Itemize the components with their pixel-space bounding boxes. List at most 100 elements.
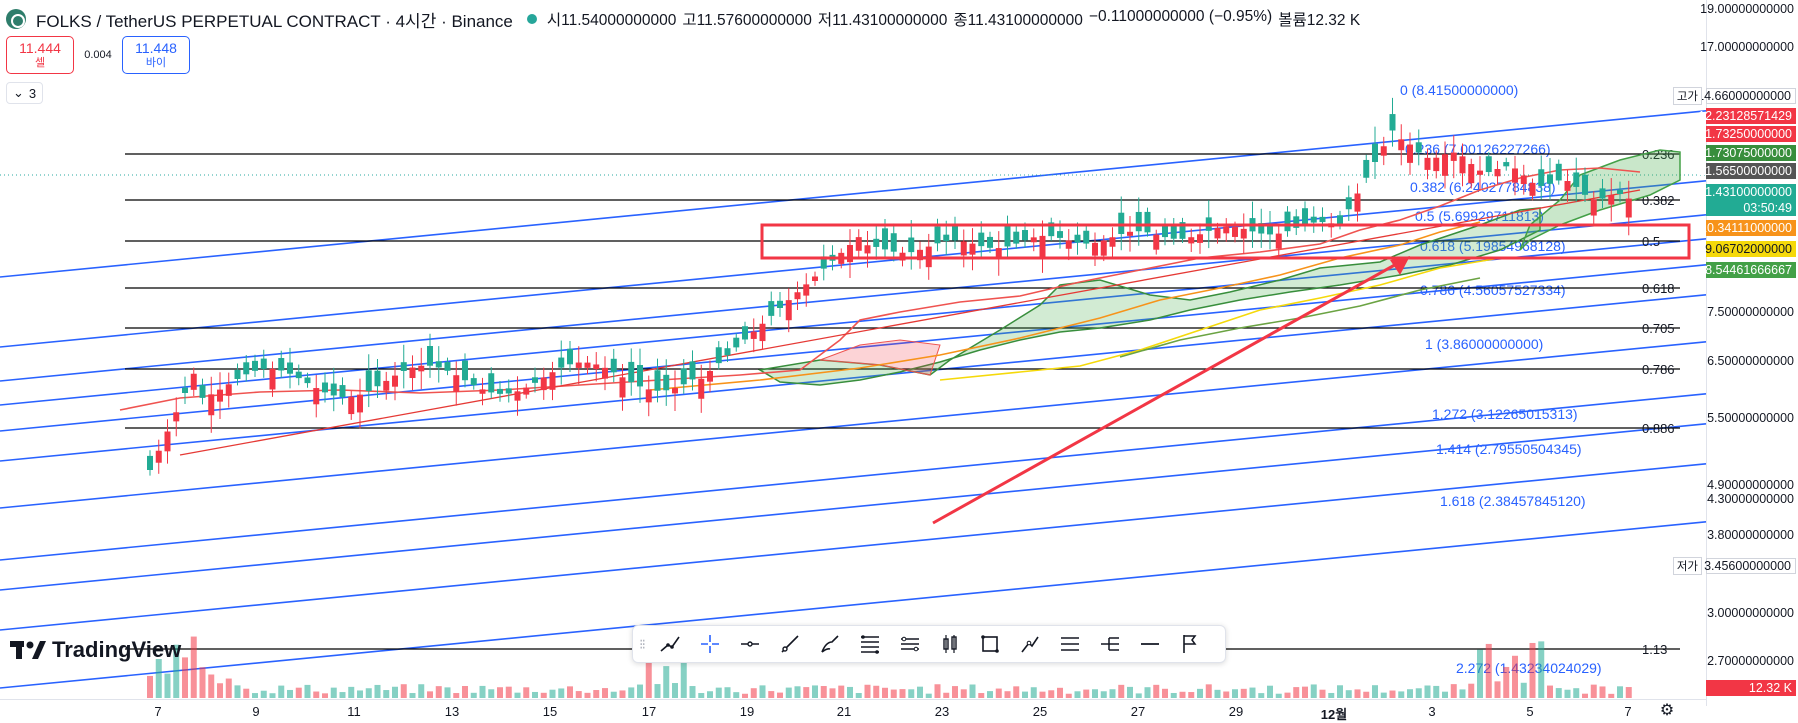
candle-body [619, 377, 626, 398]
volume-bar [1582, 693, 1588, 698]
fib-channel-line [0, 521, 1707, 689]
volume-bar [357, 690, 363, 698]
candle-body [602, 367, 608, 379]
candle-body [339, 385, 346, 397]
sell-button[interactable]: 11.444 셀 [6, 36, 74, 74]
volume-bar [908, 689, 915, 698]
candle-body [1179, 222, 1186, 239]
path-icon [1021, 636, 1039, 653]
volume-bar [225, 678, 232, 698]
settings-gear-icon[interactable]: ⚙ [1659, 702, 1675, 719]
fib-channel-label: 1.414 (2.79550504345) [1436, 441, 1582, 457]
parallel-channel-tool[interactable] [1051, 629, 1089, 659]
candle-body [803, 284, 810, 296]
ray-icon [781, 635, 799, 653]
time-axis-label: 15 [542, 704, 558, 719]
candle-body [1302, 208, 1308, 225]
candle-body [295, 371, 302, 379]
volume-bar [1284, 692, 1291, 698]
fib-channel-tool[interactable] [891, 629, 929, 659]
candle-body [934, 226, 941, 244]
fib-channel-label: 0.236 (7.00126227266) [1405, 141, 1551, 157]
toolbar-drag-handle[interactable]: ⁝⁝ [639, 636, 646, 652]
volume-bar [645, 651, 652, 698]
volume-bar [1302, 686, 1308, 698]
price-scale[interactable]: 19.00000000000 17.00000000000 6.5000000000… [1672, 0, 1798, 706]
candle-body [540, 377, 547, 391]
volume-bar [759, 685, 766, 698]
candle-body [1345, 197, 1352, 210]
tradingview-watermark[interactable]: TradingView [10, 637, 181, 663]
candle-body [418, 365, 425, 372]
volume-bar [593, 690, 600, 698]
symbol-title[interactable]: FOLKS / TetherUS PERPETUAL CONTRACT · 4시… [36, 11, 513, 31]
volume-bar [532, 691, 538, 698]
horizontal-line-tool[interactable] [1131, 629, 1169, 659]
ohlc-volume-key: 볼륨 [1278, 12, 1307, 29]
volume-bar [427, 691, 433, 698]
ma-orange-line [649, 221, 1481, 391]
candle-body [882, 228, 888, 250]
candle-body [1092, 242, 1098, 256]
volume-bar [365, 688, 372, 698]
buy-button[interactable]: 11.448 바이 [122, 36, 190, 74]
volume-bar [514, 692, 521, 698]
candle-body [497, 388, 503, 394]
price-tick-label: 2.70000000000 [1707, 654, 1794, 668]
path-tool[interactable] [1011, 629, 1049, 659]
horizontal-ray-tool[interactable] [731, 629, 769, 659]
volume-bar [1240, 688, 1247, 698]
candle-body [374, 370, 381, 387]
ohlc-close: 11.43100000000 [967, 12, 1083, 29]
high-price-label: 고가 [1672, 87, 1702, 105]
brush-tool[interactable] [811, 629, 849, 659]
volume-bar [190, 636, 197, 698]
candle-body [820, 256, 827, 269]
candle-body [1083, 230, 1090, 244]
candle-body [1267, 225, 1273, 235]
ohlc-values: 시11.54000000000 고11.57600000000 저11.4310… [547, 8, 1360, 30]
candle-body [960, 241, 967, 256]
volume-bar [1372, 685, 1378, 698]
candle-body [1214, 228, 1221, 239]
volume-bar [890, 689, 897, 698]
candle-body [1100, 240, 1107, 256]
candle-body [1240, 228, 1247, 239]
volume-bar [1065, 693, 1072, 698]
ray-tool[interactable] [771, 629, 809, 659]
candle-body [278, 358, 285, 371]
rectangle-tool[interactable] [971, 629, 1009, 659]
flag-tool[interactable] [1171, 629, 1209, 659]
fib-retracement-label: 0.705 [1642, 321, 1675, 336]
volume-bar [1153, 684, 1160, 698]
time-axis-label: 23 [934, 704, 950, 719]
time-axis[interactable]: ⚙ 7 9 11 13 15 17 19 21 23 25 27 29 12월 3 5 7 [0, 699, 1706, 723]
volume-bar [339, 692, 346, 698]
price-scale-tag: 14.66000000000 [1697, 88, 1796, 104]
candle-body [155, 450, 162, 463]
volume-bar [453, 693, 460, 698]
volume-bar [400, 684, 407, 698]
watermark-text: TradingView [52, 637, 182, 662]
crosshair-tool[interactable] [691, 629, 729, 659]
candle-body [785, 300, 792, 321]
candle-body [488, 373, 495, 393]
volume-bar [1599, 686, 1606, 698]
pitchfork-tool[interactable] [1091, 629, 1129, 659]
volume-bar [1328, 692, 1335, 698]
volume-bar [715, 687, 722, 698]
candle-body [365, 370, 372, 391]
candle-body [742, 326, 748, 340]
volume-bar [479, 685, 486, 698]
volume-bar [1258, 693, 1265, 698]
long-position-tool[interactable] [931, 629, 969, 659]
indicators-toggle-button[interactable]: ⌄ 3 [6, 82, 44, 104]
candle-body [812, 276, 818, 281]
volume-bar [322, 693, 328, 698]
fib-retracement-tool[interactable] [851, 629, 889, 659]
candle-body [1442, 154, 1448, 176]
trend-line-tool[interactable] [651, 629, 689, 659]
candle-body [558, 357, 565, 368]
price-tick-label: 19.00000000000 [1700, 2, 1794, 16]
